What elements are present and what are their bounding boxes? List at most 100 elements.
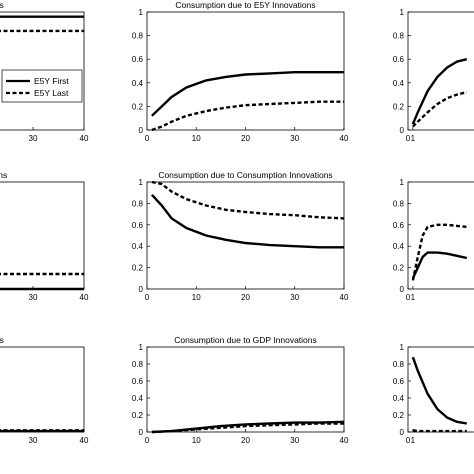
panel-2: Consumption due to E5Y Innovations 0 0.2 0.… bbox=[132, 0, 349, 143]
panel-4: n Innovations 30 40 bbox=[0, 170, 89, 302]
series-line-last bbox=[412, 91, 468, 128]
legend-label: E5Y Last bbox=[34, 88, 69, 98]
y-tick-label: 0 bbox=[400, 126, 405, 135]
x-tick-label: 0 bbox=[406, 134, 411, 143]
y-tick-label: 0.6 bbox=[132, 377, 144, 386]
legend-label: E5Y First bbox=[34, 76, 69, 86]
x-tick-label: 40 bbox=[80, 436, 89, 445]
series-line-last bbox=[411, 223, 467, 281]
y-tick-label: 1 bbox=[139, 8, 144, 17]
x-tick-label: 30 bbox=[29, 293, 38, 302]
panel-title: Consumption due to E5Y Innovations bbox=[175, 0, 315, 10]
y-tick-label: 0.2 bbox=[393, 264, 405, 273]
y-tick-label: 1 bbox=[139, 343, 144, 352]
y-tick-label: 0.4 bbox=[132, 79, 144, 88]
x-tick-label: 30 bbox=[29, 134, 38, 143]
x-tick-label: 0 bbox=[145, 293, 150, 302]
x-tick-label: 1 bbox=[411, 436, 416, 445]
x-tick-label: 0 bbox=[406, 436, 411, 445]
y-tick-label: 0.4 bbox=[393, 242, 405, 251]
axes-frame bbox=[0, 346, 85, 433]
x-tick-label: 10 bbox=[192, 293, 201, 302]
y-tick-label: 0.6 bbox=[393, 377, 405, 386]
panel-7: Innovations 30 40 bbox=[0, 335, 89, 445]
x-tick-label: 40 bbox=[340, 293, 349, 302]
axes-frame bbox=[407, 181, 474, 290]
y-tick-label: 1 bbox=[400, 343, 405, 352]
y-tick-label: 0.6 bbox=[132, 55, 144, 64]
panel-8: Consumption due to GDP Innovations 0 0.2 0.… bbox=[132, 335, 349, 445]
axes-frame bbox=[146, 181, 345, 290]
y-tick-label: 0.4 bbox=[132, 242, 144, 251]
series-line-first bbox=[411, 251, 468, 279]
y-tick-label: 0 bbox=[400, 285, 405, 294]
x-tick-label: 30 bbox=[29, 436, 38, 445]
y-tick-label: 0.2 bbox=[393, 411, 405, 420]
x-tick-label: 0 bbox=[145, 134, 150, 143]
y-tick-label: 1 bbox=[139, 178, 144, 187]
x-tick-label: 0 bbox=[145, 436, 150, 445]
series-line-last bbox=[151, 422, 344, 434]
x-tick-label: 30 bbox=[290, 293, 299, 302]
x-tick-label: 0 bbox=[406, 293, 411, 302]
panel-title: Innovations bbox=[0, 335, 4, 345]
y-tick-label: 0.8 bbox=[393, 32, 405, 41]
x-tick-label: 20 bbox=[241, 293, 250, 302]
y-tick-label: 0.6 bbox=[393, 221, 405, 230]
series-line-last bbox=[151, 180, 344, 220]
series-line-first bbox=[411, 58, 468, 125]
series-line-first bbox=[151, 70, 344, 117]
x-tick-label: 40 bbox=[80, 293, 89, 302]
x-tick-label: 1 bbox=[411, 134, 416, 143]
legend-box bbox=[1, 69, 83, 103]
panel-title: Consumption due to Consumption Innovatio… bbox=[158, 170, 332, 180]
panel-title: n Innovations bbox=[0, 170, 7, 180]
axes-frame bbox=[407, 346, 474, 433]
panel-5: Consumption due to Consumption Innovatio… bbox=[132, 170, 349, 302]
axes-frame bbox=[407, 11, 474, 131]
y-tick-label: 0.4 bbox=[393, 79, 405, 88]
y-tick-label: 0 bbox=[400, 428, 405, 437]
axes-frame bbox=[0, 11, 85, 131]
y-tick-label: 0 bbox=[139, 126, 144, 135]
x-tick-label: 40 bbox=[340, 436, 349, 445]
series-line-first bbox=[411, 356, 468, 425]
panel-title: Consumption due to GDP Innovations bbox=[174, 335, 317, 345]
y-tick-label: 0 bbox=[139, 428, 144, 437]
y-tick-label: 0.8 bbox=[393, 360, 405, 369]
axes-frame bbox=[146, 346, 345, 433]
series-line-last bbox=[151, 100, 344, 132]
y-tick-label: 0.6 bbox=[132, 221, 144, 230]
y-tick-label: 0.2 bbox=[393, 102, 405, 111]
x-tick-label: 20 bbox=[241, 134, 250, 143]
series-line-first bbox=[151, 193, 344, 249]
x-tick-label: 10 bbox=[192, 436, 201, 445]
y-tick-label: 0.6 bbox=[393, 55, 405, 64]
y-tick-label: 0.2 bbox=[132, 264, 144, 273]
y-tick-label: 0.2 bbox=[132, 411, 144, 420]
y-tick-label: 1 bbox=[400, 178, 405, 187]
axes-frame bbox=[0, 181, 85, 290]
y-tick-label: 0.8 bbox=[132, 360, 144, 369]
y-tick-label: 1 bbox=[400, 8, 405, 17]
x-tick-label: 30 bbox=[290, 436, 299, 445]
y-tick-label: 0.2 bbox=[132, 102, 144, 111]
x-tick-label: 1 bbox=[411, 293, 416, 302]
series-line-last bbox=[412, 429, 467, 433]
x-tick-label: 10 bbox=[192, 134, 201, 143]
panel-1: Innovations 30 40 E5Y First E5Y Last bbox=[0, 0, 89, 143]
x-tick-label: 20 bbox=[241, 436, 250, 445]
x-tick-label: 40 bbox=[340, 134, 349, 143]
y-tick-label: 0.8 bbox=[132, 32, 144, 41]
panel-title: Innovations bbox=[0, 0, 4, 10]
y-tick-label: 0 bbox=[139, 285, 144, 294]
y-tick-label: 0.8 bbox=[393, 199, 405, 208]
x-tick-label: 40 bbox=[80, 134, 89, 143]
y-tick-label: 0.4 bbox=[132, 394, 144, 403]
y-tick-label: 0.8 bbox=[132, 199, 144, 208]
y-tick-label: 0.4 bbox=[393, 394, 405, 403]
